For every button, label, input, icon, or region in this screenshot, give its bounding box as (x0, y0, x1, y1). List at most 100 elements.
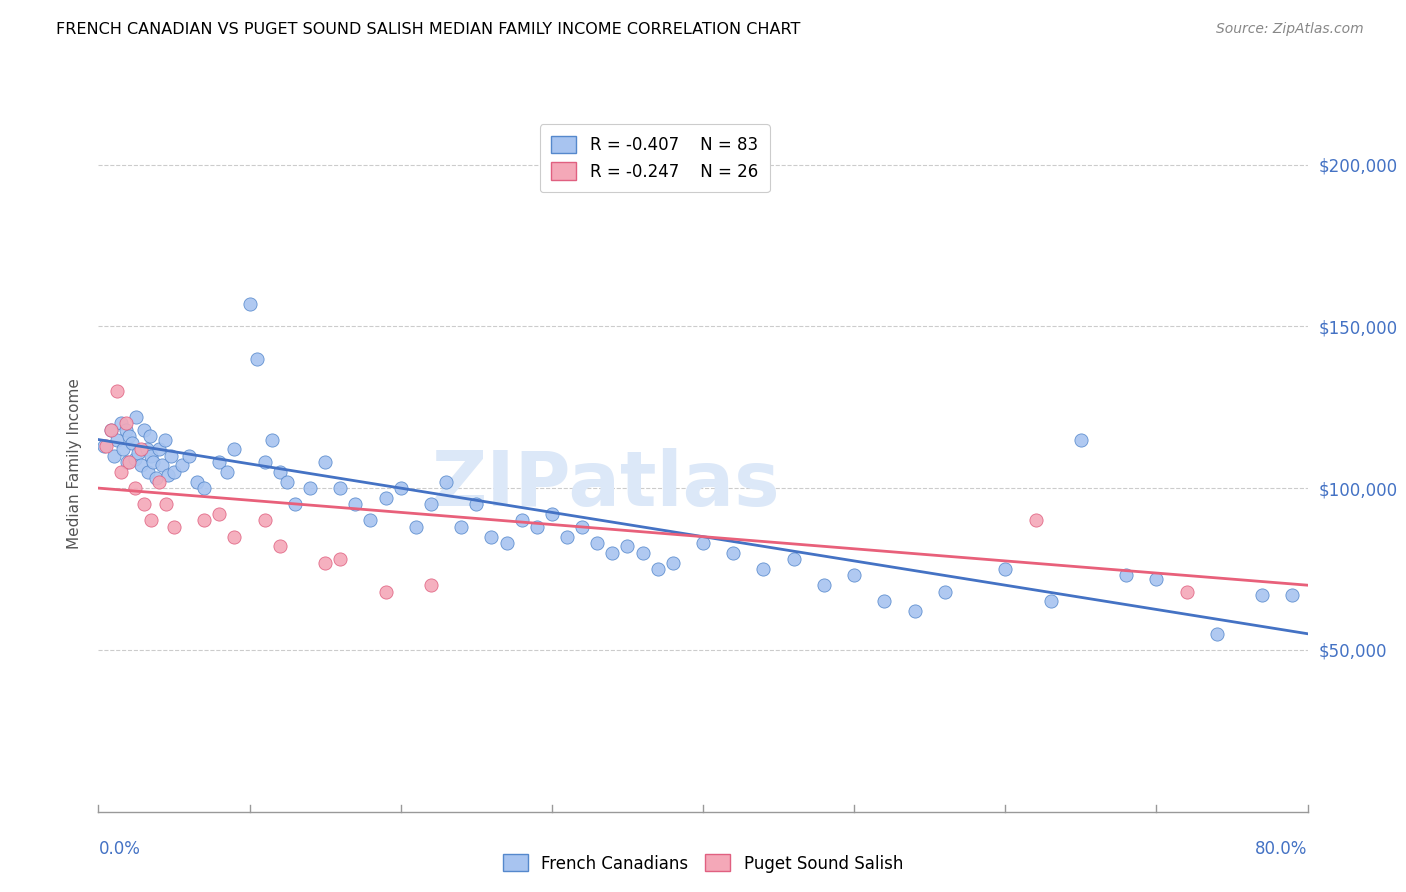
Point (135, 442, 157, 457)
Point (148, 442, 170, 457)
Point (1175, 584, 1198, 599)
Text: Source: ZipAtlas.com: Source: ZipAtlas.com (1216, 22, 1364, 37)
Point (253, 455, 276, 469)
Point (262, 433, 284, 447)
Point (124, 452, 146, 467)
Point (1206, 626, 1229, 640)
Point (540, 507, 562, 521)
Point (873, 594, 896, 608)
Point (555, 530, 578, 544)
Point (450, 520, 472, 534)
Point (374, 491, 396, 505)
Point (314, 556, 336, 570)
Point (114, 417, 136, 431)
Point (121, 435, 143, 450)
Point (239, 296, 262, 310)
Point (813, 578, 835, 592)
Text: ZIPatlas: ZIPatlas (432, 448, 780, 522)
Point (110, 465, 132, 479)
Point (132, 497, 155, 511)
Point (994, 562, 1017, 576)
Point (571, 520, 593, 534)
Point (692, 536, 714, 550)
Point (124, 481, 146, 495)
Point (224, 530, 246, 544)
Point (103, 449, 125, 463)
Point (360, 513, 382, 527)
Point (215, 465, 238, 479)
Point (105, 433, 128, 447)
Point (93, 439, 115, 453)
Point (148, 475, 170, 489)
Point (110, 417, 132, 431)
Point (150, 458, 173, 473)
Point (269, 465, 291, 479)
Point (114, 423, 136, 437)
Point (465, 497, 488, 511)
Point (602, 546, 624, 560)
Point (118, 429, 141, 443)
Point (163, 520, 186, 534)
Point (186, 475, 208, 489)
Point (127, 445, 149, 459)
Point (420, 578, 443, 592)
Point (420, 497, 443, 511)
Point (94, 439, 117, 453)
Legend: French Canadians, Puget Sound Salish: French Canadians, Puget Sound Salish (496, 847, 910, 880)
Point (329, 552, 352, 566)
Point (374, 584, 396, 599)
Point (224, 442, 246, 457)
Point (100, 423, 122, 437)
Point (111, 442, 134, 457)
Point (405, 520, 427, 534)
Text: FRENCH CANADIAN VS PUGET SOUND SALISH MEDIAN FAMILY INCOME CORRELATION CHART: FRENCH CANADIAN VS PUGET SOUND SALISH ME… (56, 22, 800, 37)
Point (329, 481, 352, 495)
Text: 80.0%: 80.0% (1256, 839, 1308, 857)
Point (662, 556, 685, 570)
Point (145, 471, 167, 485)
Point (179, 449, 201, 463)
Point (1070, 433, 1092, 447)
Point (495, 536, 517, 550)
Point (156, 468, 179, 483)
Point (284, 497, 307, 511)
Point (1251, 588, 1274, 602)
Point (129, 442, 152, 457)
Point (434, 475, 457, 489)
Point (105, 384, 128, 398)
Point (155, 497, 177, 511)
Point (314, 455, 336, 469)
Point (631, 546, 654, 560)
Point (510, 513, 533, 527)
Point (160, 449, 183, 463)
Legend: R = -0.407    N = 83, R = -0.247    N = 26: R = -0.407 N = 83, R = -0.247 N = 26 (540, 124, 769, 193)
Point (193, 481, 215, 495)
Point (208, 507, 231, 521)
Point (1024, 513, 1046, 527)
Point (208, 455, 231, 469)
Point (723, 546, 745, 560)
Point (1144, 572, 1167, 586)
Point (647, 562, 669, 576)
Point (118, 455, 141, 469)
Point (344, 497, 367, 511)
Point (299, 481, 322, 495)
Point (141, 449, 163, 463)
Point (153, 433, 176, 447)
Point (139, 429, 162, 443)
Point (783, 552, 806, 566)
Point (752, 562, 775, 576)
Point (132, 423, 155, 437)
Point (616, 540, 638, 554)
Point (481, 530, 503, 544)
Point (389, 481, 412, 495)
Point (115, 455, 138, 469)
Point (141, 513, 163, 527)
Point (136, 465, 159, 479)
Point (1039, 594, 1062, 608)
Point (844, 568, 866, 582)
Point (276, 475, 298, 489)
Point (163, 465, 186, 479)
Point (586, 536, 609, 550)
Point (904, 604, 927, 618)
